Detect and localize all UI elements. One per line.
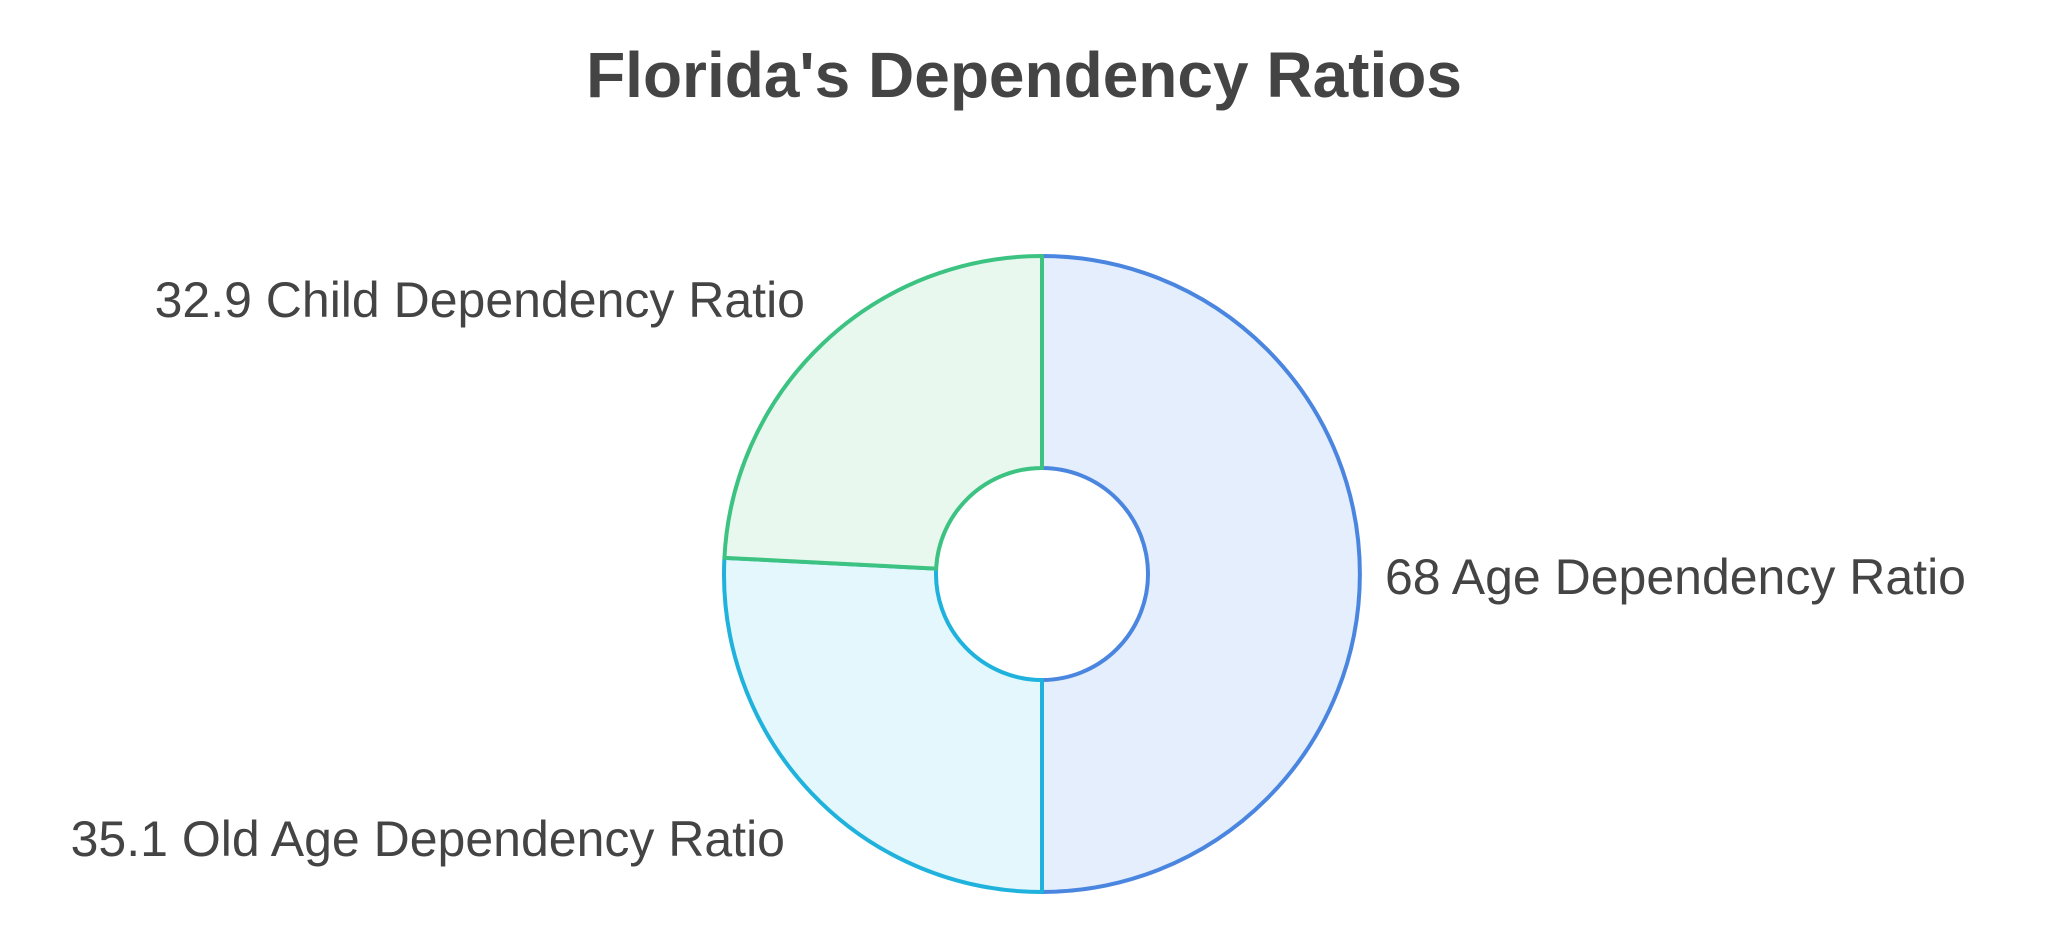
slice-label-age-dependency-ratio: 68 Age Dependency Ratio <box>1385 549 1966 605</box>
chart-title: Florida's Dependency Ratios <box>586 39 1462 111</box>
slices-layer <box>722 254 1362 894</box>
slice-label-child-dependency-ratio: 32.9 Child Dependency Ratio <box>155 272 805 328</box>
slice-child-dependency-ratio <box>722 254 1044 571</box>
labels-layer: 68 Age Dependency Ratio 35.1 Old Age Depe… <box>71 272 1966 867</box>
slice-age-dependency-ratio <box>1040 254 1362 894</box>
slice-label-old-age-dependency-ratio: 35.1 Old Age Dependency Ratio <box>71 811 785 867</box>
slice-old-age-dependency-ratio <box>722 555 1044 894</box>
